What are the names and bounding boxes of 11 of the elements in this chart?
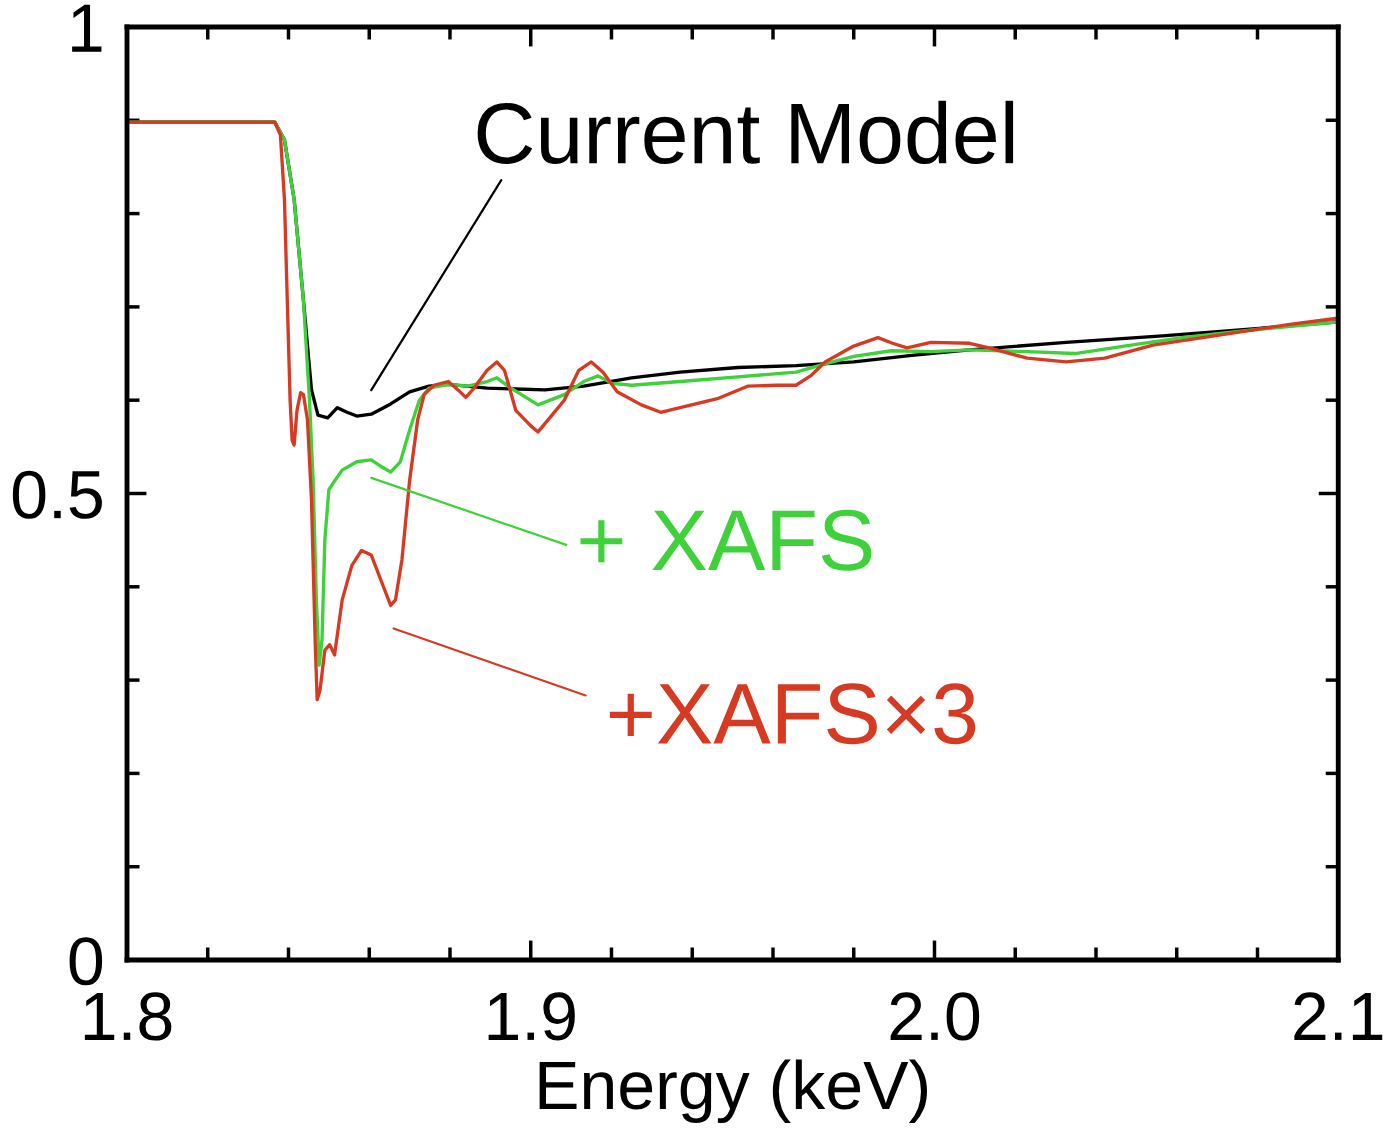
legend-label: +XAFS×3	[609, 683, 976, 745]
y-tick-label: 1	[72, 4, 102, 52]
x-tick-label: 2.1	[1294, 992, 1383, 1040]
x-tick-label: 1.8	[84, 992, 172, 1041]
x-axis-title: Energy (keV)	[539, 1059, 927, 1124]
text: Current Model	[477, 100, 1014, 165]
y-tick-label: 0.5	[12, 470, 102, 519]
x-tick-label: 1.9	[488, 992, 575, 1041]
x-tick-label: 2.0	[890, 992, 980, 1041]
legend-label: + XAFS	[580, 509, 872, 571]
y-tick-label: 0	[69, 937, 103, 986]
